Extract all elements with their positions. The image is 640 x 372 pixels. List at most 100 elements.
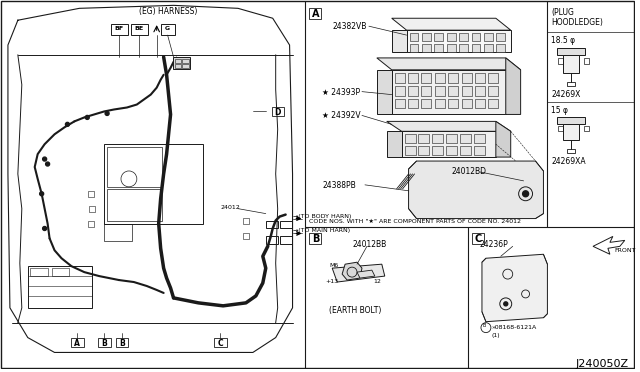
- Bar: [107, 189, 162, 221]
- Polygon shape: [392, 70, 506, 115]
- Bar: [71, 337, 84, 347]
- Polygon shape: [402, 131, 496, 157]
- Bar: [446, 146, 457, 155]
- Bar: [448, 99, 458, 109]
- Circle shape: [85, 115, 89, 119]
- Bar: [175, 59, 182, 63]
- Circle shape: [43, 157, 47, 161]
- Bar: [395, 99, 404, 109]
- Bar: [435, 44, 444, 52]
- Bar: [472, 33, 481, 41]
- Circle shape: [45, 162, 49, 166]
- Polygon shape: [387, 121, 511, 131]
- Bar: [461, 99, 472, 109]
- Text: 24382VB: 24382VB: [332, 22, 367, 31]
- Bar: [243, 234, 249, 240]
- Polygon shape: [557, 48, 585, 55]
- Bar: [52, 268, 69, 276]
- Bar: [475, 73, 485, 83]
- Bar: [422, 33, 431, 41]
- Bar: [182, 59, 189, 63]
- Text: B: B: [483, 323, 486, 328]
- Bar: [558, 126, 563, 131]
- Bar: [116, 337, 129, 347]
- Bar: [395, 73, 404, 83]
- Bar: [131, 24, 148, 35]
- Bar: [404, 134, 415, 143]
- Text: 24388PB: 24388PB: [323, 181, 356, 190]
- Text: HOODLEDGE): HOODLEDGE): [552, 18, 604, 27]
- Bar: [447, 44, 456, 52]
- Text: C: C: [474, 234, 482, 244]
- Bar: [584, 126, 589, 131]
- Text: ★ 24392V: ★ 24392V: [323, 112, 361, 121]
- Text: FRONT: FRONT: [615, 248, 636, 253]
- Bar: [567, 149, 575, 153]
- Polygon shape: [406, 30, 511, 52]
- Bar: [173, 57, 191, 69]
- Bar: [408, 73, 418, 83]
- Bar: [475, 99, 485, 109]
- Text: »08168-6121A: »08168-6121A: [492, 325, 537, 330]
- Text: (EARTH BOLT): (EARTH BOLT): [329, 306, 381, 315]
- Bar: [89, 206, 95, 212]
- Bar: [459, 44, 468, 52]
- Bar: [497, 33, 505, 41]
- Circle shape: [40, 192, 44, 196]
- Polygon shape: [332, 264, 385, 282]
- Circle shape: [43, 227, 47, 231]
- Bar: [422, 44, 431, 52]
- Bar: [448, 73, 458, 83]
- Text: A: A: [312, 9, 319, 19]
- Text: 24012BB: 24012BB: [352, 240, 387, 249]
- Bar: [88, 191, 94, 197]
- Bar: [404, 146, 415, 155]
- Text: D: D: [275, 108, 281, 117]
- Text: C: C: [218, 339, 223, 348]
- Bar: [567, 82, 575, 86]
- Bar: [88, 221, 94, 227]
- Bar: [104, 224, 132, 241]
- Bar: [395, 86, 404, 96]
- Bar: [584, 58, 589, 64]
- Bar: [182, 64, 189, 68]
- Text: →(TO BODY HARN): →(TO BODY HARN): [292, 214, 351, 219]
- Bar: [29, 268, 47, 276]
- Bar: [266, 237, 278, 244]
- Bar: [419, 134, 429, 143]
- Bar: [410, 33, 419, 41]
- Text: 12: 12: [373, 279, 381, 284]
- Bar: [435, 86, 445, 96]
- Bar: [422, 73, 431, 83]
- Bar: [266, 221, 278, 228]
- Bar: [309, 8, 321, 19]
- Polygon shape: [387, 131, 402, 157]
- Polygon shape: [392, 18, 511, 30]
- Bar: [28, 266, 92, 308]
- Bar: [280, 237, 292, 244]
- Text: 24012: 24012: [220, 205, 240, 210]
- Bar: [435, 33, 444, 41]
- Bar: [107, 147, 162, 187]
- Bar: [475, 86, 485, 96]
- Bar: [497, 44, 505, 52]
- Bar: [161, 24, 175, 35]
- Bar: [461, 86, 472, 96]
- Bar: [488, 86, 499, 96]
- Bar: [459, 33, 468, 41]
- Text: 15 φ: 15 φ: [552, 106, 568, 115]
- Bar: [433, 134, 444, 143]
- Bar: [488, 99, 499, 109]
- Circle shape: [105, 112, 109, 115]
- Circle shape: [65, 122, 69, 126]
- Bar: [309, 233, 321, 244]
- Polygon shape: [357, 270, 375, 278]
- Text: 18.5 φ: 18.5 φ: [552, 36, 575, 45]
- Text: (EG) HARNESS): (EG) HARNESS): [139, 7, 197, 16]
- Text: 24236P: 24236P: [480, 240, 509, 249]
- Bar: [563, 55, 579, 73]
- Text: +13: +13: [325, 279, 339, 284]
- Text: →(TO MAIN HARN): →(TO MAIN HARN): [292, 228, 349, 234]
- Bar: [214, 337, 227, 347]
- Bar: [280, 221, 292, 228]
